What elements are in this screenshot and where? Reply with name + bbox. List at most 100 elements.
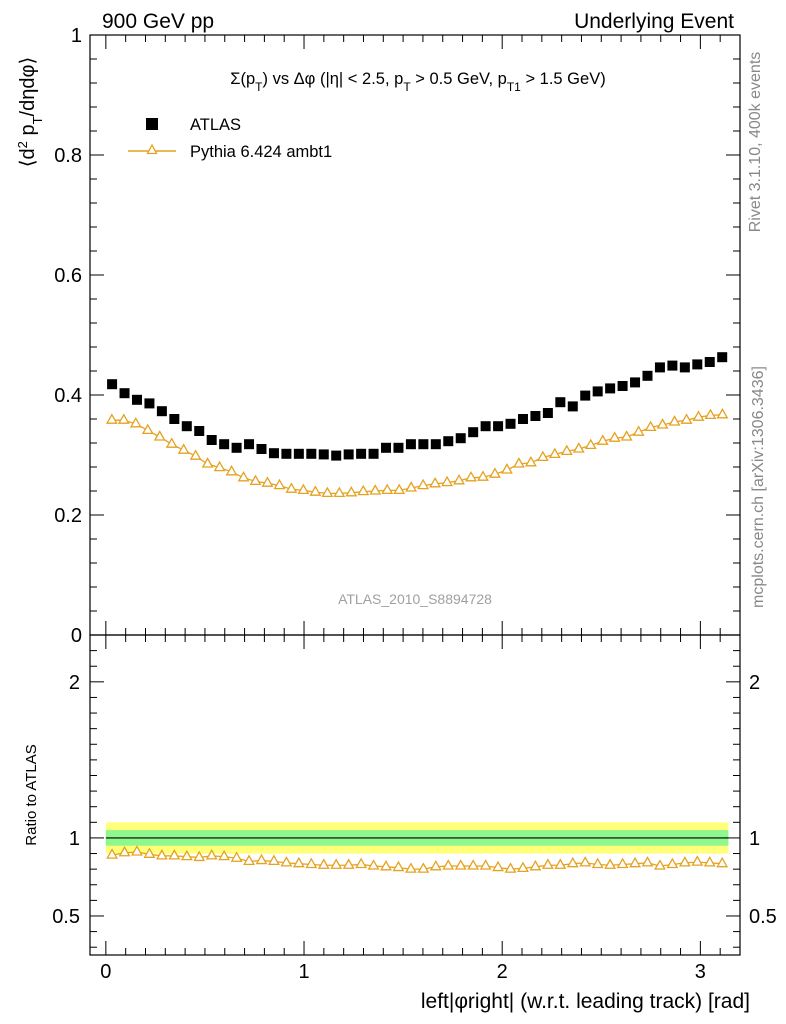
atlas-point	[107, 379, 118, 390]
ratio-point	[268, 854, 280, 865]
atlas-point	[580, 390, 591, 401]
atlas-point	[493, 421, 504, 432]
pythia-point	[285, 482, 298, 493]
pythia-point	[249, 474, 262, 486]
atlas-point	[256, 444, 267, 454]
y-tick-label: 0	[71, 625, 82, 647]
y-tick-label: 0.4	[54, 385, 82, 407]
ratio-point	[143, 847, 156, 858]
atlas-point	[393, 442, 404, 453]
ratio-point	[591, 857, 604, 869]
atlas-point	[405, 439, 416, 450]
atlas-point	[480, 421, 491, 432]
x-tick-label: 3	[695, 961, 706, 983]
pythia-point	[213, 460, 226, 472]
pythia-point	[189, 449, 202, 460]
ratio-point	[168, 849, 181, 860]
ratio-y-axis-label: Ratio to ATLAS	[23, 744, 40, 845]
ratio-point	[380, 859, 392, 871]
ratio-bands	[105, 822, 729, 854]
pythia-point	[153, 430, 166, 441]
ratio-point	[554, 858, 567, 869]
pythia-point	[369, 484, 382, 495]
legend-label-pythia: Pythia 6.424 ambt1	[190, 143, 332, 161]
ratio-point	[429, 859, 442, 871]
y-tick-label: 1	[69, 828, 80, 850]
series-atlas	[107, 352, 728, 461]
pythia-point	[177, 443, 190, 454]
atlas-point	[219, 439, 230, 450]
pythia-point	[321, 486, 334, 498]
pythia-point	[225, 464, 238, 476]
ratio-point	[230, 851, 243, 862]
ratio-point	[467, 859, 480, 870]
atlas-point	[455, 433, 466, 444]
pythia-point	[704, 408, 717, 420]
ratio-point	[417, 862, 430, 873]
pythia-point	[309, 485, 322, 496]
pythia-point	[644, 420, 657, 432]
x-tick-label: 2	[497, 961, 508, 983]
pythia-point	[429, 476, 442, 488]
y-tick-label: 0.2	[54, 505, 82, 527]
ratio-point	[492, 860, 504, 872]
pythia-point	[417, 478, 430, 490]
ratio-point	[616, 857, 629, 869]
y-tick-label: 0.8	[54, 145, 82, 167]
atlas-point	[679, 362, 690, 373]
pythia-point	[141, 423, 154, 435]
pythia-point	[524, 455, 537, 467]
ratio-point	[579, 856, 592, 867]
pythia-point	[129, 416, 142, 428]
atlas-point	[654, 362, 665, 373]
atlas-point	[555, 397, 566, 408]
ratio-point	[666, 857, 679, 869]
atlas-point	[592, 386, 603, 397]
pythia-point	[656, 418, 669, 429]
y-tick-label: 0.6	[54, 265, 82, 287]
pythia-point	[381, 483, 394, 495]
ratio-point	[629, 856, 641, 868]
y-tick-label-right: 0.5	[749, 906, 777, 928]
atlas-point	[169, 414, 180, 424]
ratio-point	[566, 856, 579, 868]
pythia-point	[405, 481, 418, 492]
main-y-tick-labels: 0 0.2 0.4 0.6 0.8 1	[54, 25, 82, 647]
atlas-point	[368, 448, 379, 459]
ratio-point	[330, 858, 343, 869]
pythia-point	[620, 430, 633, 441]
atlas-point	[642, 370, 653, 381]
x-tick-labels: 0 1 2 3	[100, 961, 706, 983]
pythia-point	[608, 431, 621, 442]
ratio-y-tick-labels: 0.5 0.5 1 1 2 2	[52, 672, 777, 928]
ratio-point	[180, 849, 193, 861]
ratio-point	[106, 848, 118, 859]
atlas-point	[119, 388, 130, 399]
mcplots-label: mcplots.cern.ch [arXiv:1306.3436]	[750, 366, 767, 608]
pythia-point	[333, 486, 346, 498]
atlas-point	[505, 418, 516, 429]
ratio-point	[305, 857, 318, 869]
main-ticks	[90, 34, 740, 636]
header-left: 900 GeV pp	[102, 10, 214, 33]
atlas-point	[468, 427, 479, 438]
pythia-point	[441, 475, 453, 487]
atlas-point	[318, 449, 329, 460]
atlas-point	[144, 398, 155, 409]
ratio-point	[342, 858, 355, 869]
header-right: Underlying Event	[574, 10, 734, 33]
atlas-point	[281, 448, 292, 459]
pythia-point	[489, 467, 501, 478]
pythia-point	[560, 444, 573, 456]
pythia-point	[201, 457, 214, 468]
pythia-point	[632, 425, 645, 436]
atlas-point	[717, 352, 728, 363]
x-axis-label: left|φright| (w.r.t. leading track) [rad…	[421, 990, 750, 1013]
ratio-point	[678, 856, 691, 867]
ratio-point	[118, 845, 131, 857]
atlas-point	[244, 439, 255, 450]
x-tick-label: 1	[298, 961, 309, 983]
atlas-point	[156, 406, 167, 417]
main-panel: 0 0.2 0.4 0.6 0.8 1 ⟨d2 pT/dηdφ⟩ Σ(pT) vs Δφ …	[15, 25, 741, 647]
pythia-point	[668, 415, 681, 426]
